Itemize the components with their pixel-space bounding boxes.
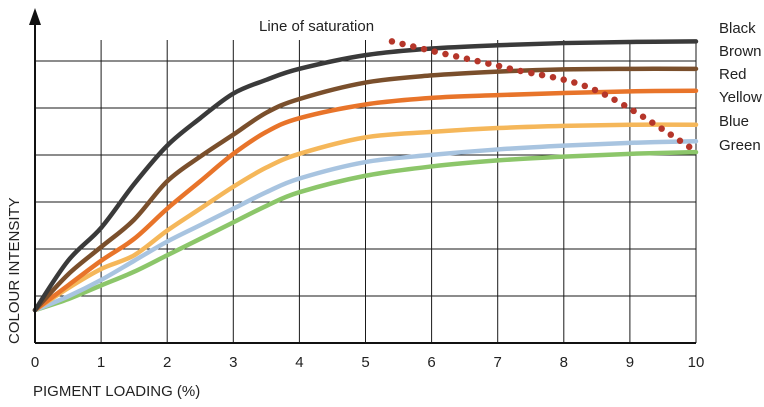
saturation-layer <box>388 38 700 155</box>
x-axis-title: PIGMENT LOADING (%) <box>33 383 200 400</box>
x-tick-label: 9 <box>626 354 634 371</box>
x-tick-label: 5 <box>361 354 369 371</box>
legend-label-blue: Blue <box>719 113 749 130</box>
series-line-black <box>32 39 699 313</box>
legend-label-green: Green <box>719 137 761 154</box>
legend: Black Brown Red Yellow Blue Green <box>719 20 762 154</box>
series-line-yellow <box>32 122 699 313</box>
x-tick-label: 3 <box>229 354 237 371</box>
series-line-blue <box>32 138 699 313</box>
saturation-dotted-line <box>388 38 700 155</box>
saturation-label: Line of saturation <box>259 18 374 35</box>
axes <box>29 8 696 344</box>
series-line-brown <box>32 66 699 313</box>
legend-label-black: Black <box>719 20 756 37</box>
x-tick-label: 10 <box>688 354 705 371</box>
x-tick-label: 8 <box>560 354 568 371</box>
grid <box>35 40 697 343</box>
legend-label-yellow: Yellow <box>719 89 762 106</box>
x-tick-label: 4 <box>295 354 303 371</box>
x-tick-label: 1 <box>97 354 105 371</box>
x-tick-labels: 0 1 2 3 4 5 6 7 8 9 10 <box>31 354 705 371</box>
series-line-red <box>32 88 699 313</box>
legend-label-brown: Brown <box>719 43 762 60</box>
legend-label-red: Red <box>719 66 747 83</box>
x-tick-label: 2 <box>163 354 171 371</box>
y-axis-arrow <box>29 8 41 25</box>
y-axis-title: COLOUR INTENSITY <box>6 197 23 344</box>
series-line-green <box>32 149 699 313</box>
x-tick-label: 0 <box>31 354 39 371</box>
x-tick-label: 6 <box>427 354 435 371</box>
x-tick-label: 7 <box>494 354 502 371</box>
series-layer <box>32 39 699 313</box>
